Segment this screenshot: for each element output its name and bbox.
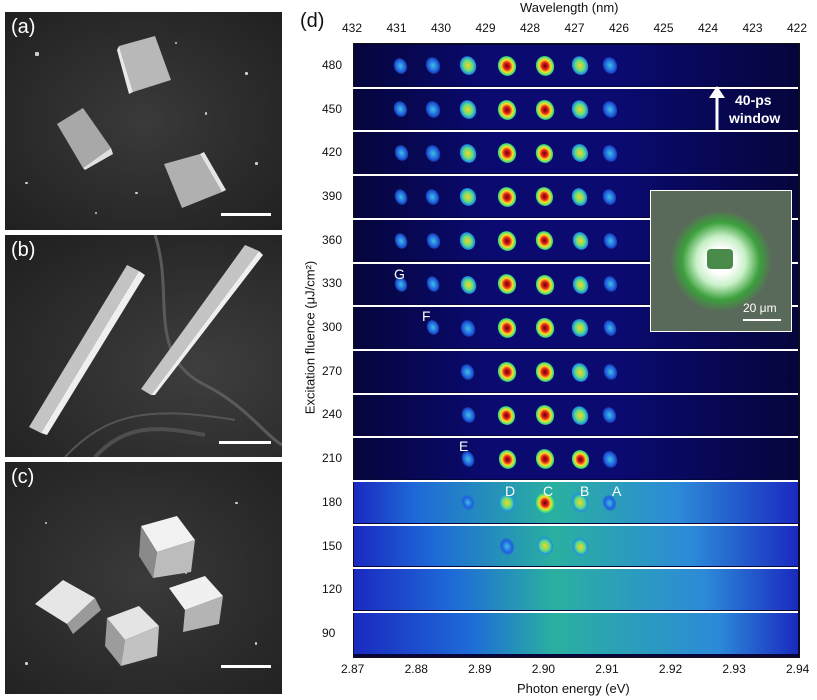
spectrum-strip (354, 569, 798, 611)
crystal-cube (117, 36, 171, 94)
top-axis-title: Wavelength (nm) (520, 0, 619, 15)
mode-label-C: C (543, 483, 554, 499)
fluence-tick-label: 120 (322, 582, 343, 597)
bottom-tick-label: 2.87 (341, 662, 365, 676)
fluence-tick-label: 390 (322, 188, 343, 203)
top-tick-label: 431 (386, 21, 407, 35)
inset-image: 20 μm (650, 190, 792, 332)
strip-separator (353, 305, 798, 308)
strip-separator (353, 523, 798, 526)
fluence-tick-label: 360 (322, 232, 343, 247)
bottom-tick-label: 2.90 (531, 662, 556, 676)
scale-bar-b (219, 441, 271, 444)
top-tick-label: 426 (609, 21, 630, 35)
mode-label-F: F (422, 308, 431, 324)
fluence-tick-label: 330 (322, 276, 343, 291)
scale-bar-a (221, 213, 271, 216)
bottom-tick-label: 2.91 (595, 662, 619, 676)
strip-separator (353, 480, 798, 482)
mode-label-B: B (580, 483, 590, 499)
fluence-tick-label: 270 (322, 363, 343, 378)
mode-label-D: D (505, 483, 516, 499)
fluence-tick-label: 300 (322, 320, 343, 335)
bottom-tick-label: 2.92 (658, 662, 683, 676)
panel-label-a: (a) (11, 16, 36, 38)
bottom-tick-label: 2.89 (468, 662, 492, 676)
window-arrow (709, 86, 725, 130)
panel-label-d: (d) (300, 10, 325, 32)
fluence-tick-label: 450 (322, 101, 343, 116)
spectrum-strip (354, 613, 798, 654)
panel-label-c: (c) (11, 466, 35, 488)
top-tick-label: 425 (653, 21, 674, 35)
panel-label-b: (b) (11, 239, 36, 261)
strip-separator (353, 611, 798, 614)
window-label-line2: window (729, 110, 781, 126)
crystal-cube (35, 580, 101, 634)
fluence-tick-label: 90 (322, 625, 336, 640)
top-tick-label: 432 (342, 21, 363, 35)
strip-separator (353, 261, 798, 264)
strip-separator (353, 217, 798, 220)
top-tick-label: 422 (787, 21, 808, 35)
fluence-tick-label: 240 (322, 407, 343, 422)
strip-separator (353, 174, 798, 177)
bottom-tick-label: 2.94 (786, 662, 810, 676)
crystal-cube (57, 108, 113, 170)
bottom-tick-label: 2.88 (404, 662, 428, 676)
strip-separator (353, 86, 798, 89)
sem-image-c: (c) (5, 462, 282, 694)
fluence-tick-label: 210 (322, 451, 343, 466)
crystal-cube (139, 516, 195, 578)
crystal-cube (169, 576, 223, 632)
top-tick-label: 428 (520, 21, 541, 35)
sem-image-b: (b) (5, 235, 282, 457)
bottom-tick-label: 2.93 (722, 662, 746, 676)
fluence-tick-label: 480 (322, 57, 343, 72)
microwire-right (141, 245, 263, 395)
mode-label-E: E (459, 438, 469, 454)
strip-separator (353, 348, 798, 351)
inset-scale-bar (743, 319, 781, 321)
strip-separator (353, 567, 798, 570)
fluence-tick-label: 420 (322, 145, 343, 160)
y-axis-title: Excitation fluence (μJ/cm²) (302, 260, 318, 415)
scale-bar-c (221, 665, 271, 668)
strip-separator (353, 392, 798, 395)
inset-scale-label: 20 μm (743, 301, 777, 315)
fluence-tick-label: 180 (322, 494, 343, 509)
top-tick-label: 424 (698, 21, 719, 35)
window-label-line1: 40-ps (735, 92, 772, 108)
substrate-texture (64, 235, 282, 457)
microwire-left (29, 265, 145, 435)
top-tick-label: 430 (431, 21, 452, 35)
top-tick-label: 429 (475, 21, 496, 35)
top-tick-label: 427 (564, 21, 585, 35)
bottom-axis-title: Photon energy (eV) (517, 681, 630, 696)
top-tick-label: 423 (742, 21, 763, 35)
mode-label-A: A (612, 483, 622, 499)
mode-label-G: G (394, 266, 405, 282)
fluence-tick-label: 150 (322, 538, 343, 553)
strip-separator (353, 436, 798, 439)
crystal-cube (164, 152, 226, 208)
crystal-cube (105, 606, 159, 666)
strip-separator (353, 130, 798, 133)
sem-image-a: (a) (5, 12, 282, 230)
